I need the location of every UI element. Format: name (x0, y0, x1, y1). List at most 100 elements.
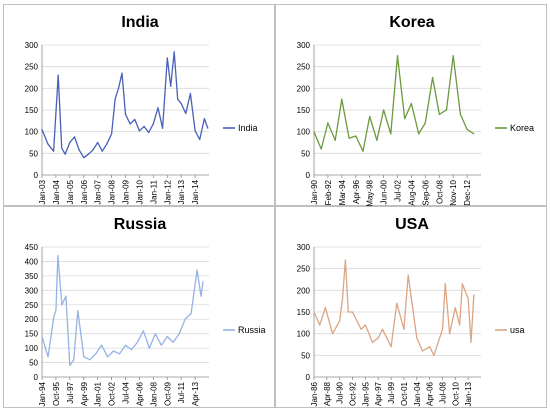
chart-title: Russia (114, 216, 167, 233)
data-point (69, 141, 71, 144)
y-tick-label: 50 (29, 359, 38, 368)
data-point (449, 333, 451, 335)
y-tick-label: 300 (25, 41, 39, 50)
data-point (319, 324, 321, 326)
data-point (95, 353, 97, 355)
data-point (459, 113, 461, 115)
x-tick-label: Jan-11 (149, 179, 158, 203)
data-point (157, 107, 159, 109)
data-point (172, 341, 174, 343)
data-point (441, 328, 444, 330)
x-tick-label: Jan-06 (80, 179, 89, 204)
x-tick-label: Apr-96 (352, 179, 361, 204)
x-tick-label: Jan-09 (122, 179, 131, 204)
y-tick-label: 250 (297, 63, 311, 72)
data-point (327, 122, 329, 124)
x-tick-label: Oct-09 (163, 381, 172, 406)
data-point (57, 74, 59, 76)
x-tick-label: Apr-99 (80, 381, 89, 406)
data-point (196, 269, 198, 271)
x-tick-label: Oct-02 (108, 381, 117, 406)
data-point (369, 115, 371, 118)
y-tick-label: 200 (297, 286, 311, 295)
data-point (396, 302, 398, 304)
y-tick-label: 100 (297, 330, 311, 339)
x-tick-label: Jan-08 (108, 179, 117, 204)
y-tick-label: 250 (25, 301, 39, 310)
data-point (433, 354, 435, 356)
data-point (166, 336, 168, 338)
series-line (313, 259, 475, 356)
x-tick-label: Oct-08 (435, 179, 444, 204)
y-tick-label: 0 (34, 373, 39, 382)
x-tick-label: Apr-06 (426, 381, 435, 406)
y-tick-label: 200 (25, 84, 39, 93)
data-point (101, 150, 103, 152)
legend-label: Russia (238, 325, 266, 335)
y-tick-label: 0 (34, 171, 39, 180)
series-line (41, 51, 209, 159)
data-point (69, 364, 71, 366)
x-tick-label: Apr-88 (323, 381, 332, 406)
data-point (470, 341, 472, 343)
data-point (97, 141, 99, 144)
y-tick-label: 300 (25, 286, 39, 295)
data-point (371, 341, 374, 343)
x-tick-label: Apr-97 (374, 381, 383, 406)
series-line (41, 255, 204, 367)
data-point (57, 255, 59, 257)
data-point (53, 315, 55, 317)
data-point (452, 55, 454, 57)
x-tick-label: Oct-95 (52, 381, 61, 406)
data-point (87, 153, 89, 155)
data-point (444, 283, 446, 285)
y-tick-label: 150 (297, 106, 311, 115)
x-tick-label: Jul-08 (438, 381, 447, 403)
data-point (148, 131, 150, 134)
data-point (89, 359, 91, 361)
x-tick-label: Jan-94 (38, 381, 47, 406)
x-tick-label: Dec-12 (463, 179, 472, 205)
y-tick-label: 0 (306, 171, 311, 180)
data-point (111, 133, 113, 135)
data-point (185, 112, 187, 115)
data-point (362, 150, 364, 152)
y-tick-label: 300 (297, 243, 311, 252)
x-tick-label: May-98 (366, 179, 375, 206)
data-point (341, 98, 343, 100)
data-point (154, 333, 156, 335)
data-point (390, 346, 392, 348)
data-point (124, 344, 127, 346)
data-point (202, 281, 204, 283)
x-tick-label: Oct-01 (400, 381, 409, 406)
data-point (341, 298, 344, 300)
data-point (390, 133, 392, 135)
data-point (64, 153, 66, 155)
x-tick-label: Mar-94 (338, 179, 347, 205)
data-point (200, 295, 202, 297)
x-tick-label: Jan-04 (52, 179, 61, 204)
data-point (438, 113, 440, 115)
data-point (152, 123, 154, 125)
x-tick-label: Jan-10 (135, 179, 144, 204)
chart-panel-korea: Korea 0 50 100 150 200 250 300 Jan-90 Feb-92 Mar-9… (275, 4, 547, 207)
y-tick-label: 250 (297, 265, 311, 274)
data-point (467, 298, 469, 300)
data-point (421, 350, 424, 352)
legend-label: usa (510, 325, 525, 335)
y-tick-label: 150 (25, 106, 39, 115)
data-point (170, 85, 172, 87)
data-point (189, 92, 191, 95)
chart-title: India (121, 14, 158, 31)
data-point (429, 346, 431, 348)
data-point (466, 128, 468, 131)
data-point (445, 109, 448, 111)
data-point (77, 310, 79, 312)
data-point (65, 295, 67, 297)
data-point (459, 324, 461, 326)
data-point (320, 148, 322, 150)
data-point (396, 55, 399, 57)
data-point (381, 328, 384, 330)
legend-label: India (238, 123, 258, 133)
data-point (473, 133, 475, 135)
